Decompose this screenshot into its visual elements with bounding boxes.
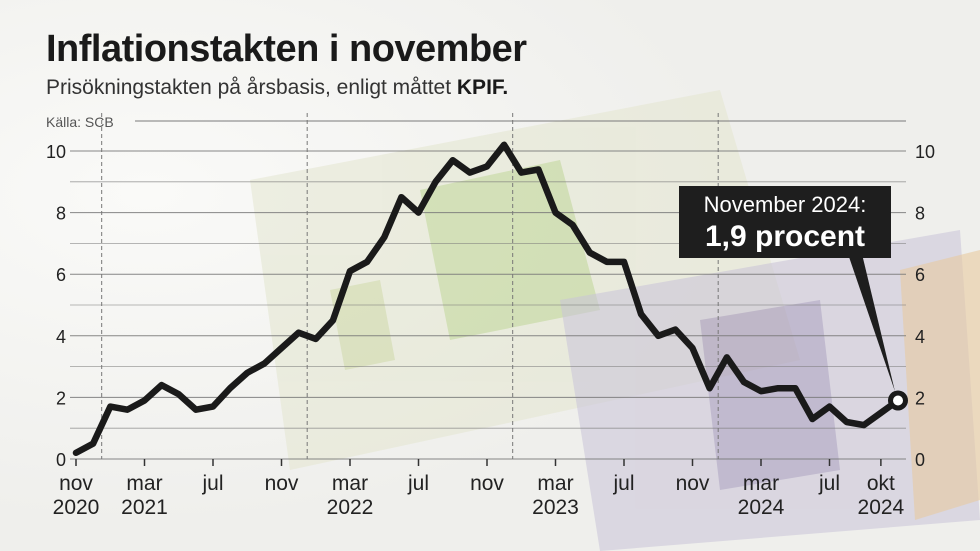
subtitle-text: Prisökningstakten på årsbasis, enligt må…: [46, 76, 452, 99]
x-tick-label-month: okt: [867, 472, 895, 495]
y-tick-label-right: 8: [915, 204, 925, 224]
x-tick-label-year: 2021: [121, 496, 168, 519]
y-tick-label-left: 6: [56, 265, 66, 285]
y-tick-label-right: 2: [915, 388, 925, 408]
x-tick-label-month: jul: [201, 472, 223, 495]
x-tick-label-month: jul: [818, 472, 840, 495]
x-tick-label-year: 2022: [327, 496, 374, 519]
chart-subtitle: Prisökningstakten på årsbasis, enligt må…: [46, 76, 508, 100]
x-tick-label-month: mar: [537, 472, 573, 495]
y-axis-right: 0 2 4 6 8 10: [915, 142, 935, 470]
x-tick-label-month: nov: [470, 472, 504, 495]
year-dividers: [101, 113, 719, 459]
annotation-pointer-triangle: [848, 254, 895, 392]
x-tick-label-year: 2024: [738, 496, 785, 519]
x-tick-label-month: mar: [332, 472, 368, 495]
x-tick-label-year: 2020: [53, 496, 100, 519]
x-tick-label-year: 2024: [858, 496, 905, 519]
chart-title: Inflationstakten i november: [46, 28, 527, 70]
y-tick-label-left: 0: [56, 450, 66, 470]
y-axis-left: 0 2 4 6 8 10: [46, 142, 66, 470]
y-tick-label-right: 6: [915, 265, 925, 285]
annotation-pointer: [848, 254, 895, 392]
y-tick-label-left: 2: [56, 388, 66, 408]
y-tick-label-right: 10: [915, 142, 935, 162]
annotation-box: November 2024: 1,9 procent: [679, 186, 891, 258]
y-tick-label-left: 4: [56, 327, 66, 347]
chart-source: Källa: SCB: [46, 114, 114, 130]
subtitle-measure: KPIF.: [456, 76, 509, 99]
y-tick-label-right: 4: [915, 327, 925, 347]
x-tick-label-month: mar: [743, 472, 779, 495]
y-tick-label-left: 8: [56, 204, 66, 224]
banknote-orange: [900, 250, 980, 520]
x-tick-label-year: 2023: [532, 496, 579, 519]
last-point-marker-center: [893, 395, 903, 406]
series-line: [72, 141, 902, 457]
annotation-line2: 1,9 procent: [704, 220, 866, 253]
y-tick-label-left: 10: [46, 142, 66, 162]
annotation-line1: November 2024:: [703, 192, 867, 217]
x-tick-label-month: jul: [612, 472, 634, 495]
x-tick-label-month: nov: [59, 472, 93, 495]
series-group: [72, 141, 908, 457]
x-tick-label-month: mar: [126, 472, 162, 495]
y-tick-label-right: 0: [915, 450, 925, 470]
x-tick-label-month: jul: [407, 472, 429, 495]
x-tick-label-month: nov: [265, 472, 299, 495]
x-tick-label-month: nov: [676, 472, 710, 495]
